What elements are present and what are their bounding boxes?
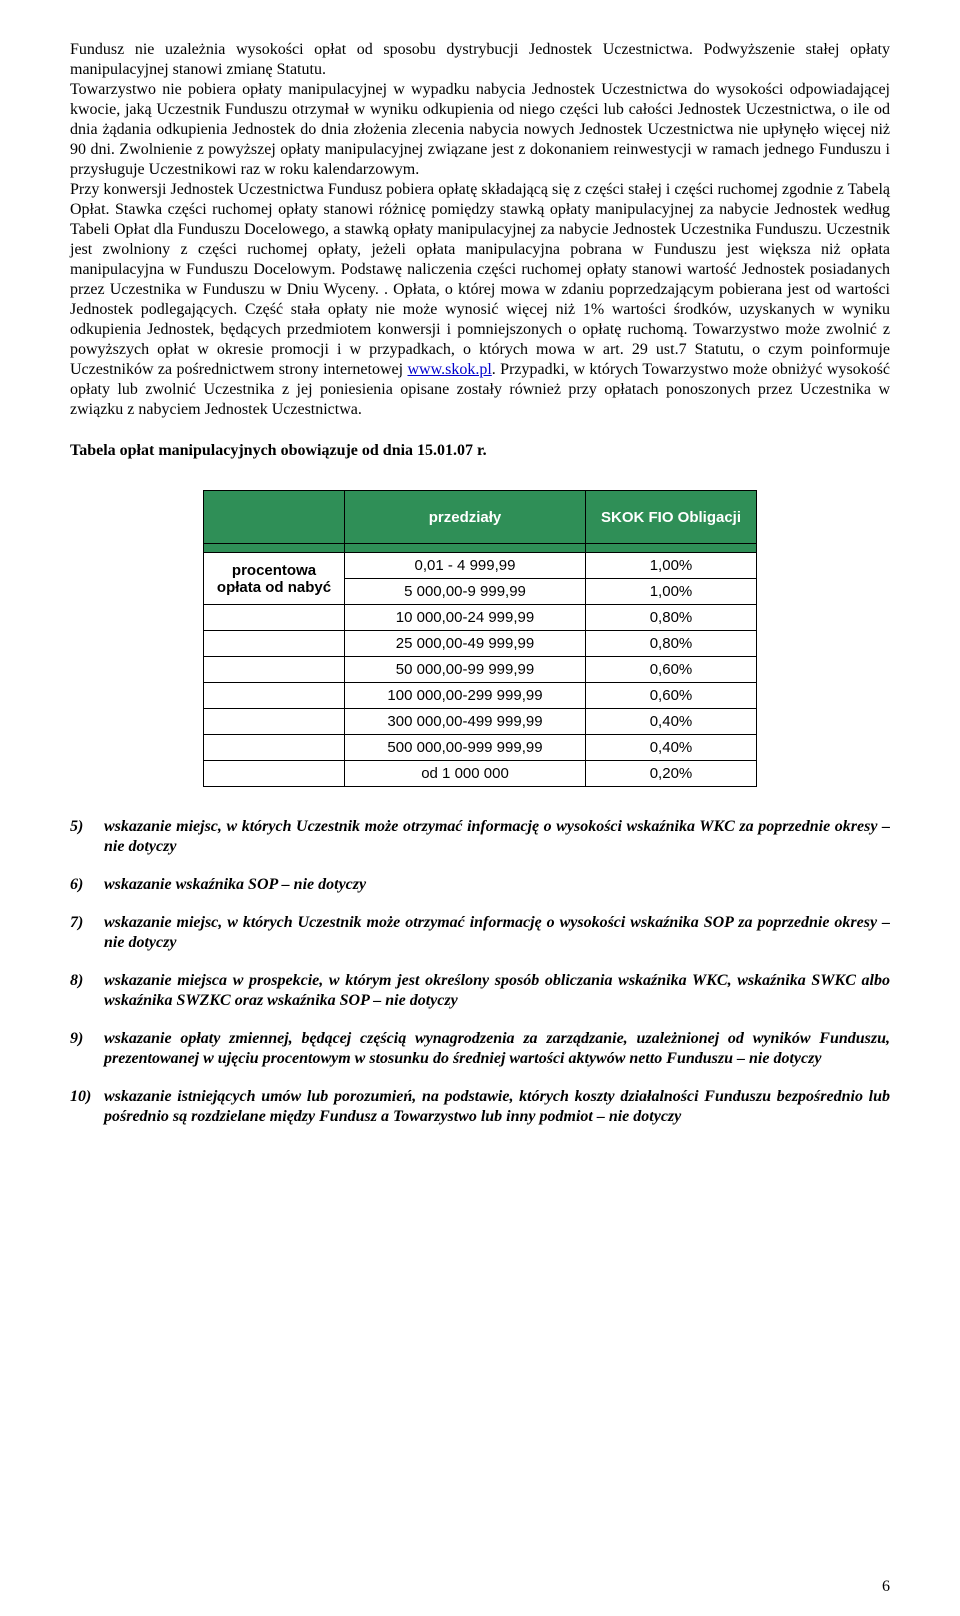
numbered-list: 5) wskazanie miejsc, w których Uczestnik…	[70, 817, 890, 1127]
table-cell-range: 25 000,00-49 999,99	[345, 631, 586, 657]
list-item-number: 10)	[70, 1087, 104, 1127]
table-cell-range: 5 000,00-9 999,99	[345, 579, 586, 605]
table-rowhead-empty	[204, 683, 345, 709]
table-rowhead-empty	[204, 631, 345, 657]
table-row: procentowa opłata od nabyć 0,01 - 4 999,…	[204, 553, 757, 579]
paragraph-intro: Fundusz nie uzależnia wysokości opłat od…	[70, 40, 890, 80]
page-number: 6	[882, 1578, 890, 1596]
table-cell-range: 10 000,00-24 999,99	[345, 605, 586, 631]
table-cell-value: 0,80%	[586, 631, 757, 657]
list-item-text: wskazanie miejsc, w których Uczestnik mo…	[104, 913, 890, 953]
table-row: 50 000,00-99 999,99 0,60%	[204, 657, 757, 683]
list-item-number: 9)	[70, 1029, 104, 1069]
table-cell-value: 0,40%	[586, 735, 757, 761]
table-rowhead-empty	[204, 735, 345, 761]
table-row: 500 000,00-999 999,99 0,40%	[204, 735, 757, 761]
table-cell-range: 50 000,00-99 999,99	[345, 657, 586, 683]
link-skok[interactable]: www.skok.pl	[407, 361, 491, 378]
table-row: od 1 000 000 0,20%	[204, 761, 757, 787]
list-item: 8) wskazanie miejsca w prospekcie, w któ…	[70, 971, 890, 1011]
list-item: 7) wskazanie miejsc, w których Uczestnik…	[70, 913, 890, 953]
list-item-text: wskazanie miejsc, w których Uczestnik mo…	[104, 817, 890, 857]
table-rowhead: procentowa opłata od nabyć	[204, 553, 345, 605]
list-item-number: 6)	[70, 875, 104, 895]
table-cell-range: 300 000,00-499 999,99	[345, 709, 586, 735]
list-item: 9) wskazanie opłaty zmiennej, będącej cz…	[70, 1029, 890, 1069]
para2b: Przy konwersji Jednostek Uczestnictwa Fu…	[70, 181, 890, 378]
list-item: 10) wskazanie istniejących umów lub poro…	[70, 1087, 890, 1127]
table-cell-value: 1,00%	[586, 579, 757, 605]
table-header-row: przedziały SKOK FIO Obligacji	[204, 491, 757, 544]
para2a: Towarzystwo nie pobiera opłaty manipulac…	[70, 81, 890, 178]
table-cell-range: od 1 000 000	[345, 761, 586, 787]
fee-table: przedziały SKOK FIO Obligacji procentowa…	[203, 490, 757, 787]
list-item-text: wskazanie istniejących umów lub porozumi…	[104, 1087, 890, 1127]
list-item-text: wskazanie wskaźnika SOP – nie dotyczy	[104, 875, 890, 895]
table-rowhead-empty	[204, 605, 345, 631]
table-cell-value: 0,80%	[586, 605, 757, 631]
page: Fundusz nie uzależnia wysokości opłat od…	[0, 0, 960, 1616]
table-row: 100 000,00-299 999,99 0,60%	[204, 683, 757, 709]
table-cell-range: 0,01 - 4 999,99	[345, 553, 586, 579]
table-header-fund: SKOK FIO Obligacji	[586, 491, 757, 544]
list-item: 5) wskazanie miejsc, w których Uczestnik…	[70, 817, 890, 857]
table-cell-value: 1,00%	[586, 553, 757, 579]
list-item-number: 8)	[70, 971, 104, 1011]
list-item-text: wskazanie miejsca w prospekcie, w którym…	[104, 971, 890, 1011]
table-heading: Tabela opłat manipulacyjnych obowiązuje …	[70, 442, 890, 460]
table-rowhead-empty	[204, 761, 345, 787]
table-cell-value: 0,40%	[586, 709, 757, 735]
table-cell-range: 100 000,00-299 999,99	[345, 683, 586, 709]
table-header-blank	[204, 491, 345, 544]
table-row: 10 000,00-24 999,99 0,80%	[204, 605, 757, 631]
table-rowhead-empty	[204, 657, 345, 683]
paragraph-main: Towarzystwo nie pobiera opłaty manipulac…	[70, 80, 890, 420]
table-row: 25 000,00-49 999,99 0,80%	[204, 631, 757, 657]
table-cell-value: 0,60%	[586, 683, 757, 709]
table-rowhead-empty	[204, 709, 345, 735]
table-row: 300 000,00-499 999,99 0,40%	[204, 709, 757, 735]
list-item-text: wskazanie opłaty zmiennej, będącej częśc…	[104, 1029, 890, 1069]
list-item-number: 7)	[70, 913, 104, 953]
table-green-strip	[204, 544, 757, 553]
table-cell-value: 0,20%	[586, 761, 757, 787]
list-item: 6) wskazanie wskaźnika SOP – nie dotyczy	[70, 875, 890, 895]
table-cell-range: 500 000,00-999 999,99	[345, 735, 586, 761]
list-item-number: 5)	[70, 817, 104, 857]
table-header-ranges: przedziały	[345, 491, 586, 544]
table-cell-value: 0,60%	[586, 657, 757, 683]
